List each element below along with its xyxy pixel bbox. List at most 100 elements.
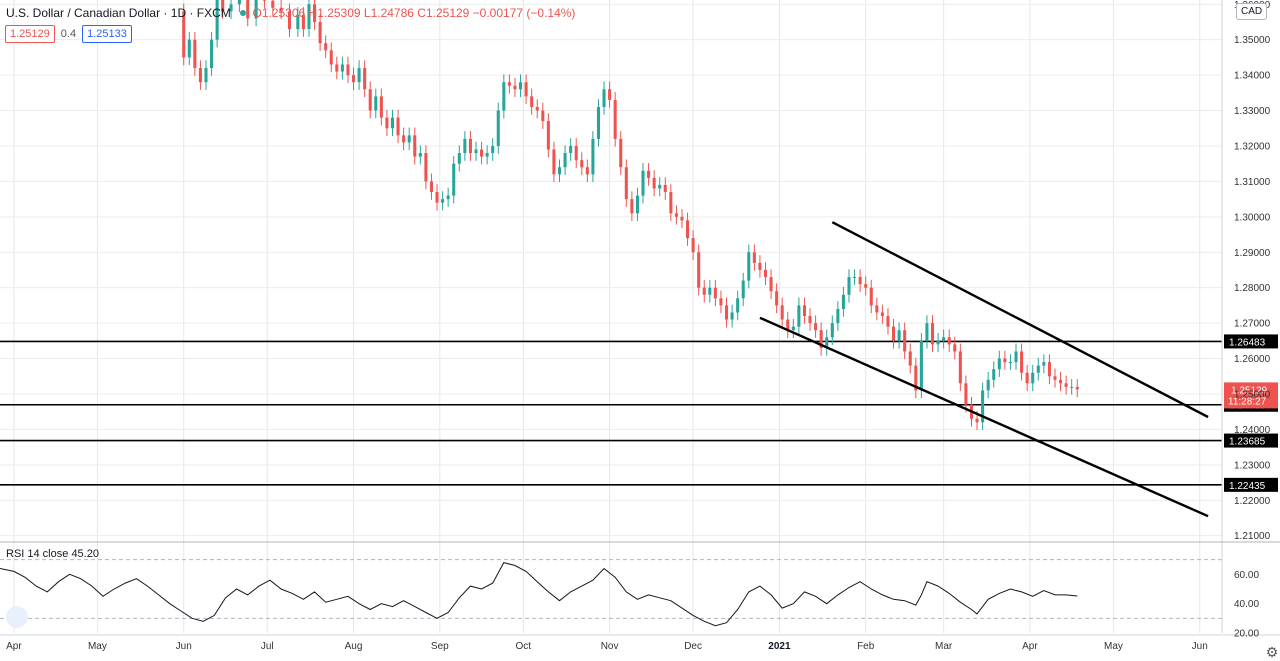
candle-body xyxy=(758,262,762,270)
price-tick-label: 1.29000 xyxy=(1234,248,1271,259)
candle-body xyxy=(647,170,651,178)
price-tick-label: 1.26000 xyxy=(1234,354,1271,365)
candle-body xyxy=(187,39,191,58)
candle-body xyxy=(908,351,912,366)
trend-line[interactable] xyxy=(759,316,1209,518)
candle-body xyxy=(457,153,461,164)
candle-body xyxy=(981,390,985,423)
price-tick-label: 1.23000 xyxy=(1234,460,1271,471)
candle-body xyxy=(886,316,890,327)
candle-body xyxy=(869,287,873,306)
candle-body xyxy=(279,7,283,12)
candle-body xyxy=(947,337,951,345)
candle-body xyxy=(997,358,1001,370)
candle-body xyxy=(418,153,422,157)
rsi-tick-label: 40.00 xyxy=(1234,599,1259,610)
candle-body xyxy=(986,379,990,391)
candle-body xyxy=(775,291,779,306)
candle-body xyxy=(1070,386,1074,388)
gear-icon[interactable]: ⚙ xyxy=(1265,644,1279,660)
candle-body xyxy=(237,0,241,5)
time-tick-label: Feb xyxy=(857,641,875,652)
buy-price-button[interactable]: 1.25133 xyxy=(82,25,132,43)
time-tick-label: Sep xyxy=(431,641,449,652)
price-tick-label: 1.35000 xyxy=(1234,35,1271,46)
candle-body xyxy=(942,337,946,341)
candle-body xyxy=(736,298,740,313)
candle-body xyxy=(402,135,406,143)
candle-body xyxy=(914,365,918,391)
candle-body xyxy=(474,149,478,154)
candle-body xyxy=(669,192,673,214)
candle-body xyxy=(524,82,528,97)
candle-body xyxy=(847,277,851,295)
current-price-tag xyxy=(1224,382,1278,409)
candle-body xyxy=(1075,386,1079,390)
candle-body xyxy=(936,340,940,345)
candle-body xyxy=(769,277,773,292)
candle-body xyxy=(791,326,795,331)
candle-body xyxy=(724,305,729,320)
candle-body xyxy=(780,305,784,320)
candle-body xyxy=(797,305,801,327)
candle-body xyxy=(864,284,868,288)
trend-lines[interactable] xyxy=(759,221,1209,518)
candle-body xyxy=(435,192,439,203)
trend-line[interactable] xyxy=(831,221,1209,419)
candle-body xyxy=(368,89,372,111)
candle-body xyxy=(641,170,645,196)
candle-body xyxy=(530,96,534,107)
candle-body xyxy=(480,149,484,157)
horizontal-levels[interactable]: 1.264831.246961.236851.224351.2512911:28… xyxy=(0,334,1278,492)
candle-body xyxy=(507,82,511,86)
candle-body xyxy=(193,39,197,69)
price-tick-label: 1.25000 xyxy=(1234,389,1271,400)
rsi-legend: RSI 14 close 45.20 xyxy=(6,548,99,560)
price-tick-label: 1.27000 xyxy=(1234,319,1271,330)
candle-body xyxy=(808,316,812,324)
symbol-title[interactable]: U.S. Dollar / Canadian Dollar xyxy=(6,6,161,20)
candle-body xyxy=(992,369,996,380)
candle-body xyxy=(535,106,539,111)
candle-body xyxy=(903,330,907,352)
candle-body xyxy=(491,145,495,154)
candle-body xyxy=(830,323,834,338)
candle-body xyxy=(697,252,701,288)
sell-price-button[interactable]: 1.25129 xyxy=(5,25,55,43)
time-tick-label: Oct xyxy=(516,641,532,652)
candle-body xyxy=(652,177,656,189)
candle-body xyxy=(892,326,896,341)
candle-body xyxy=(719,298,723,306)
candle-body xyxy=(563,153,567,168)
currency-button[interactable]: CAD xyxy=(1236,3,1268,20)
candle-body xyxy=(680,216,684,221)
candle-body xyxy=(925,323,929,341)
candle-body xyxy=(964,383,968,405)
candle-body xyxy=(853,277,857,279)
interval-label[interactable]: 1D xyxy=(170,6,187,20)
candle-body xyxy=(702,287,706,295)
candle-body xyxy=(390,117,395,129)
candle-body xyxy=(513,85,517,90)
candle-body xyxy=(958,351,962,384)
rsi-name: RSI 14 close xyxy=(6,548,69,560)
candle-body xyxy=(635,195,639,214)
candle-body xyxy=(246,0,250,19)
candle-body xyxy=(329,50,333,65)
candle-body xyxy=(287,11,292,30)
candle-body xyxy=(875,305,879,313)
candle-body xyxy=(596,106,601,139)
candle-body xyxy=(541,110,545,122)
time-tick-label: Jun xyxy=(1192,641,1208,652)
price-tick-label: 1.24000 xyxy=(1234,425,1271,436)
time-tick-label: Mar xyxy=(935,641,953,652)
candle-body xyxy=(446,195,450,200)
tradingview-logo-icon[interactable] xyxy=(6,606,28,628)
candle-body xyxy=(569,145,573,154)
candle-body xyxy=(585,167,589,175)
quote-panel: 1.25129 0.4 1.25133 xyxy=(5,25,132,43)
candle-body xyxy=(1020,351,1024,373)
rsi-tick-label: 60.00 xyxy=(1234,570,1259,581)
candle-body xyxy=(1064,383,1068,387)
price-tick-label: 1.22000 xyxy=(1234,496,1271,507)
